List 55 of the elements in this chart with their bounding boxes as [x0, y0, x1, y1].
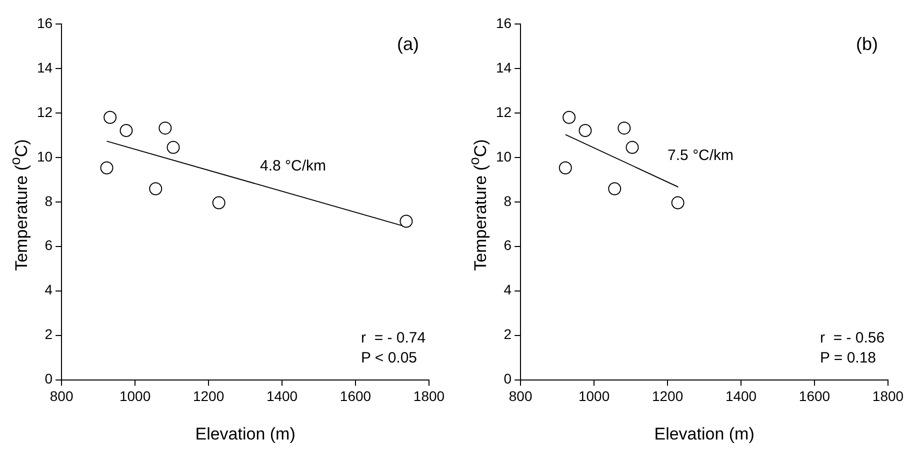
- y-tick-label: 14: [496, 59, 512, 76]
- x-tick-label: 1000: [119, 388, 151, 404]
- annotation: (a): [397, 34, 419, 54]
- x-tick-label: 1800: [413, 388, 445, 404]
- point: [400, 214, 413, 228]
- x-tick-label: 1200: [192, 388, 224, 404]
- point: [558, 161, 572, 174]
- point: [212, 196, 226, 210]
- x-axis-title: Elevation (m): [195, 424, 296, 444]
- x-tick-label: 800: [508, 388, 532, 404]
- point: [158, 122, 172, 135]
- point: [608, 182, 622, 196]
- point: [626, 140, 639, 154]
- x-tick-label: 1200: [652, 388, 684, 404]
- y-tick-label: 8: [504, 192, 512, 209]
- point: [100, 161, 114, 174]
- point: [120, 124, 133, 138]
- y-tick-label: 8: [44, 192, 53, 209]
- y-tick-label: 4: [504, 282, 512, 298]
- annotation: 7.5 °C/km: [668, 146, 734, 164]
- x-tick-label: 1400: [725, 388, 757, 404]
- annotation: 4.8 °C/km: [260, 157, 326, 174]
- x-tick-label: 1600: [798, 388, 830, 404]
- y-tick-label: 10: [36, 148, 53, 164]
- point: [166, 140, 180, 154]
- x-tick-label: 1400: [266, 388, 298, 404]
- point: [618, 122, 631, 135]
- y-tick-label: 0: [504, 370, 512, 387]
- x-tick-label: 1600: [340, 388, 372, 404]
- x-tick-label: 1800: [872, 388, 904, 404]
- point: [149, 182, 162, 196]
- x-axis-title: Elevation (m): [654, 424, 754, 444]
- point: [671, 196, 684, 210]
- y-tick-label: 6: [504, 237, 512, 254]
- y-tick-label: 2: [44, 326, 53, 342]
- annotation: P = 0.18: [820, 349, 876, 366]
- x-tick-label: 800: [50, 388, 74, 404]
- annotation: P < 0.05: [361, 349, 418, 366]
- annotation: (b): [856, 34, 878, 54]
- x-tick-label: 1000: [578, 388, 610, 404]
- y-tick-label: 12: [496, 104, 512, 120]
- y-tick-label: 4: [44, 282, 53, 298]
- y-tick-label: 6: [44, 237, 53, 254]
- annotation: r = - 0.74: [361, 329, 426, 346]
- point: [562, 110, 576, 124]
- annotation: r = - 0.56: [820, 329, 885, 346]
- point: [104, 110, 117, 124]
- y-tick-label: 10: [496, 148, 512, 164]
- y-tick-label: 16: [496, 14, 512, 31]
- y-tick-label: 16: [36, 14, 53, 31]
- y-tick-label: 12: [36, 104, 53, 120]
- y-tick-label: 0: [44, 370, 53, 387]
- y-tick-label: 14: [36, 59, 53, 76]
- point: [578, 124, 592, 138]
- y-tick-label: 2: [504, 326, 512, 342]
